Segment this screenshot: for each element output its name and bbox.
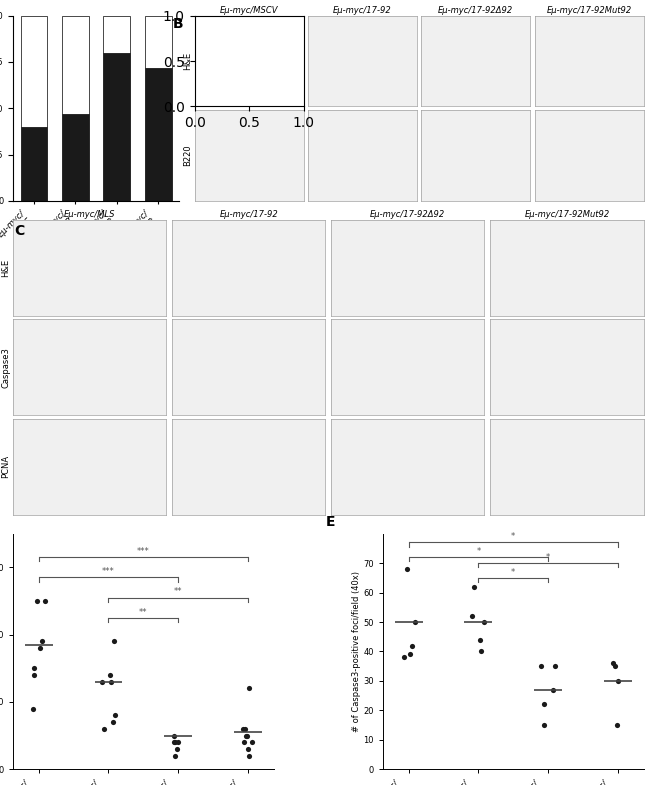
Text: **: ** xyxy=(139,608,148,616)
Text: C: C xyxy=(14,224,25,238)
Bar xyxy=(145,16,172,68)
Point xyxy=(29,669,39,681)
Point xyxy=(168,729,179,742)
Point xyxy=(40,595,50,608)
Point xyxy=(105,669,115,681)
Point xyxy=(172,743,183,755)
Y-axis label: # of Caspase3-positive foci/field (40x): # of Caspase3-positive foci/field (40x) xyxy=(352,571,361,732)
Point xyxy=(549,660,560,673)
Text: E: E xyxy=(326,515,335,529)
Text: ***: *** xyxy=(102,568,115,576)
Title: Eμ-myc/MLS: Eμ-myc/MLS xyxy=(64,210,115,219)
Text: *: * xyxy=(546,553,550,562)
Text: *: * xyxy=(511,532,515,542)
Bar xyxy=(21,127,47,201)
Bar xyxy=(21,16,47,127)
Title: Eμ-myc/17-92: Eμ-myc/17-92 xyxy=(333,6,392,15)
Point xyxy=(478,615,489,628)
Point xyxy=(170,750,181,762)
Title: Eμ-myc/MSCV: Eμ-myc/MSCV xyxy=(220,6,278,15)
Point xyxy=(244,750,254,762)
Point xyxy=(547,684,558,696)
Point xyxy=(398,651,409,663)
Point xyxy=(237,723,248,736)
Point xyxy=(402,563,412,575)
Point xyxy=(170,736,181,749)
Point xyxy=(174,736,184,749)
Point xyxy=(109,635,119,648)
Point xyxy=(467,610,478,623)
Text: *: * xyxy=(476,547,480,556)
Title: Eμ-myc/17-92Mut92: Eμ-myc/17-92Mut92 xyxy=(525,210,610,219)
Point xyxy=(538,719,549,732)
Point xyxy=(539,698,549,710)
Bar xyxy=(103,53,130,201)
Y-axis label: Caspase3: Caspase3 xyxy=(1,347,10,388)
Y-axis label: B220: B220 xyxy=(183,144,192,166)
Point xyxy=(410,615,420,628)
Point xyxy=(246,736,257,749)
Bar xyxy=(62,114,89,201)
Title: Eμ-myc/17-92: Eμ-myc/17-92 xyxy=(219,210,278,219)
Point xyxy=(108,716,118,728)
Title: Eμ-myc/17-92Δ92: Eμ-myc/17-92Δ92 xyxy=(438,6,514,15)
Point xyxy=(27,703,38,715)
Point xyxy=(536,660,547,673)
Point xyxy=(29,662,39,674)
Point xyxy=(244,682,255,695)
Point xyxy=(168,736,179,749)
Y-axis label: PCNA: PCNA xyxy=(1,455,10,478)
Text: **: ** xyxy=(174,587,183,597)
Text: ***: *** xyxy=(137,547,150,556)
Point xyxy=(97,675,107,688)
Y-axis label: H&E: H&E xyxy=(1,259,10,277)
Bar xyxy=(103,16,130,53)
Point xyxy=(608,657,619,670)
Point xyxy=(476,645,486,658)
Point xyxy=(469,580,479,593)
Point xyxy=(32,595,42,608)
Bar xyxy=(62,16,89,114)
Point xyxy=(37,635,47,648)
Point xyxy=(407,639,417,652)
Y-axis label: H&E: H&E xyxy=(183,52,192,70)
Point xyxy=(240,723,250,736)
Title: Eμ-myc/17-92Mut92: Eμ-myc/17-92Mut92 xyxy=(547,6,632,15)
Point xyxy=(99,723,110,736)
Point xyxy=(239,736,249,749)
Point xyxy=(240,729,251,742)
Title: Eμ-myc/17-92Δ92: Eμ-myc/17-92Δ92 xyxy=(370,210,445,219)
Point xyxy=(610,660,620,673)
Text: *: * xyxy=(511,568,515,577)
Point xyxy=(242,743,253,755)
Point xyxy=(612,719,622,732)
Point xyxy=(405,648,415,661)
Point xyxy=(474,633,485,646)
Point xyxy=(106,675,116,688)
Text: B: B xyxy=(172,17,183,31)
Point xyxy=(110,709,120,721)
Point xyxy=(242,729,252,742)
Point xyxy=(35,642,46,655)
Bar xyxy=(145,68,172,201)
Point xyxy=(613,674,623,687)
